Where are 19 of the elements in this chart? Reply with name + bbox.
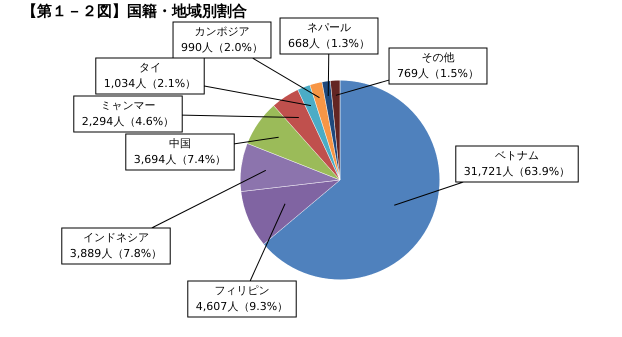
data-label: 769人（1.5%） xyxy=(397,66,479,80)
data-label: 31,721人（63.9%） xyxy=(464,164,570,178)
data-label: 2,294人（4.6%） xyxy=(82,114,174,128)
slice-label: カンボジア xyxy=(194,24,250,38)
data-label: 4,607人（9.3%） xyxy=(196,300,288,313)
data-label: 3,694人（7.4%） xyxy=(134,152,226,166)
data-label: 990人（2.0%） xyxy=(181,40,263,54)
slice-label: ベトナム xyxy=(495,148,539,162)
slice-label: ミャンマー xyxy=(100,98,156,112)
data-label: 668人（1.3%） xyxy=(288,36,370,50)
slice-label: タイ xyxy=(139,60,161,74)
data-label: 3,889人（7.8%） xyxy=(70,246,162,260)
slice-label: ネパール xyxy=(307,20,351,34)
chart-title: 【第１－２図】国籍・地域別割合 xyxy=(22,2,247,21)
data-label: 1,034人（2.1%） xyxy=(104,76,196,90)
slice-label: インドネシア xyxy=(83,230,149,244)
slice-label: その他 xyxy=(422,50,454,64)
slice-label: フィリピン xyxy=(214,284,270,297)
slice-label: 中国 xyxy=(169,136,191,150)
